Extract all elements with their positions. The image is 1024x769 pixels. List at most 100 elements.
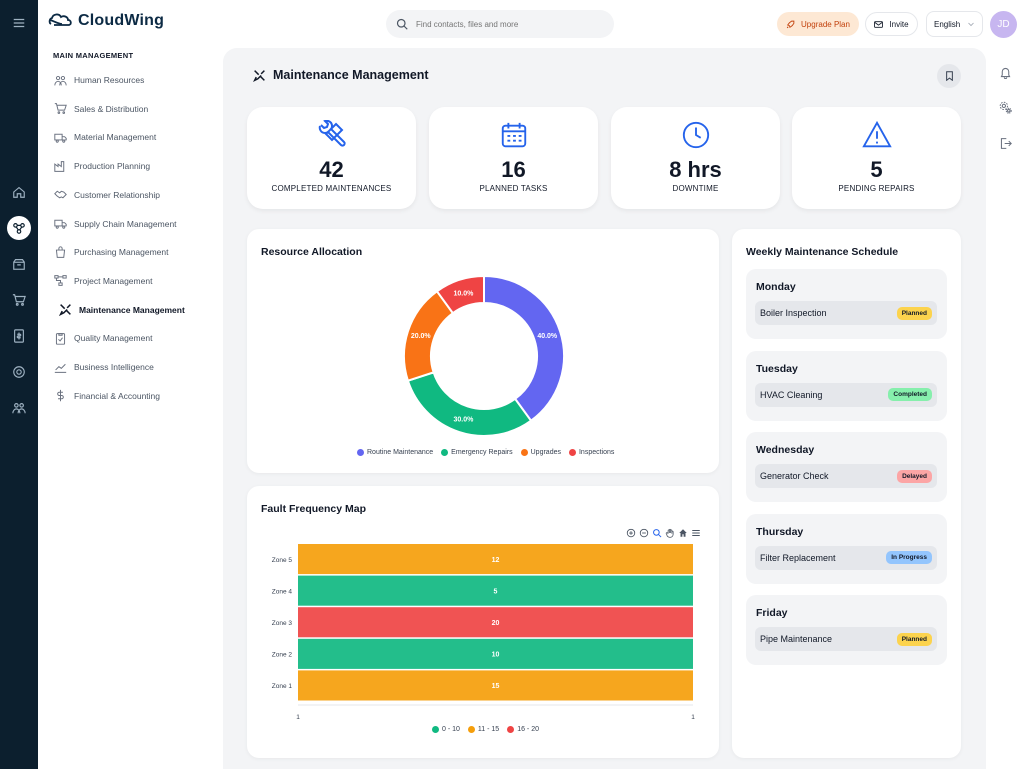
sidebar-item-material-management[interactable]: Material Management [54, 129, 156, 145]
stat-label: PLANNED TASKS [479, 184, 548, 193]
stat-card-pending: 5 PENDING REPAIRS [792, 107, 961, 209]
schedule-day-name: Friday [756, 607, 788, 619]
language-select[interactable]: English [926, 11, 983, 37]
donut-slice-inspections[interactable] [435, 274, 485, 315]
sidebar-item-business-intelligence[interactable]: Business Intelligence [54, 359, 154, 375]
legend-label: 11 - 15 [477, 726, 500, 733]
heatmap-cell-zone-4[interactable] [298, 575, 693, 606]
legend-item[interactable]: 16 - 20 [507, 726, 539, 733]
trend-icon [54, 363, 67, 373]
sidebar-item-purchasing-management[interactable]: Purchasing Management [54, 244, 169, 260]
logout-icon[interactable] [997, 135, 1013, 151]
pan-hand-icon[interactable] [665, 528, 675, 538]
legend-label: Emergency Repairs [451, 449, 513, 456]
zoom-in-icon[interactable] [626, 528, 636, 538]
schedule-task-row[interactable]: Boiler Inspection Planned [755, 301, 937, 325]
legend-label: Routine Maintenance [367, 449, 434, 456]
legend-item[interactable]: Inspections [568, 449, 614, 456]
page-title-text: Maintenance Management [273, 68, 429, 82]
schedule-day-monday: Monday Boiler Inspection Planned [746, 269, 947, 339]
upgrade-plan-button[interactable]: Upgrade Plan [777, 12, 859, 36]
donut-slice-emergency-repairs[interactable] [406, 371, 533, 437]
schedule-task-row[interactable]: Pipe Maintenance Planned [755, 627, 937, 651]
search-bar[interactable] [386, 10, 614, 38]
reset-home-icon[interactable] [678, 528, 688, 538]
sidebar-item-label: Human Resources [74, 75, 145, 85]
cart-icon[interactable] [7, 288, 31, 312]
home-icon[interactable] [7, 180, 31, 204]
stat-card-completed: 42 COMPLETED MAINTENANCES [247, 107, 416, 209]
sidebar-item-customer-relationship[interactable]: Customer Relationship [54, 187, 160, 203]
invite-button[interactable]: Invite [865, 12, 918, 36]
heatmap-value-label: 5 [494, 588, 498, 595]
schedule-task-name: Pipe Maintenance [760, 634, 833, 644]
sidebar-item-label: Customer Relationship [74, 189, 160, 200]
legend-item[interactable]: 0 - 10 [432, 726, 460, 733]
team-icon[interactable] [7, 396, 31, 420]
sidebar-item-label: Sales & Distribution [74, 103, 149, 114]
sidebar-item-production-planning[interactable]: Production Planning [54, 158, 150, 174]
search-icon [396, 18, 408, 30]
menu-icon[interactable] [7, 11, 31, 35]
sidebar-item-human-resources[interactable]: Human Resources [54, 72, 144, 88]
schedule-task-name: Filter Replacement [760, 552, 836, 563]
sidebar-item-project-management[interactable]: Project Management [54, 273, 152, 289]
factory-icon [54, 160, 65, 172]
schedule-task-row[interactable]: HVAC Cleaning Completed [755, 382, 937, 407]
heatmap-cell-zone-1[interactable] [298, 670, 693, 701]
donut-data-label: 10.0% [454, 290, 475, 297]
heatmap-cell-zone-3[interactable] [298, 607, 693, 638]
legend-item[interactable]: Routine Maintenance [357, 449, 433, 456]
stat-label: PENDING REPAIRS [838, 184, 915, 193]
status-badge: In Progress [886, 551, 932, 564]
heatmap-cell-zone-5[interactable] [298, 544, 693, 575]
donut-data-label: 30.0% [454, 417, 475, 424]
search-input[interactable] [416, 19, 596, 29]
status-badge: Planned [896, 306, 932, 320]
legend-item[interactable]: Emergency Repairs [441, 449, 513, 456]
page-title: Maintenance Management [253, 68, 429, 82]
avatar[interactable]: JD [990, 11, 1017, 38]
invoice-icon[interactable] [7, 324, 31, 348]
modules-icon[interactable] [7, 216, 31, 240]
brand-logo[interactable]: CloudWing [48, 12, 164, 30]
clipboard-check-icon [55, 332, 66, 345]
app-rail [0, 0, 38, 769]
rocket-icon [786, 20, 795, 28]
heatmap-value-label: 15 [492, 683, 500, 690]
sidebar-section-title: MAIN MANAGEMENT [53, 51, 134, 60]
sidebar-item-quality-management[interactable]: Quality Management [54, 330, 152, 346]
hamburger-menu-icon[interactable] [691, 528, 701, 538]
sidebar-item-maintenance-management[interactable]: Maintenance Management [59, 302, 185, 318]
x-tick-label: 1 [691, 714, 695, 721]
support-icon[interactable] [7, 360, 31, 384]
sidebar-item-sales-distribution[interactable]: Sales & Distribution [54, 101, 148, 117]
schedule-task-row[interactable]: Generator Check Delayed [755, 464, 937, 488]
zoom-out-icon[interactable] [639, 528, 649, 538]
x-tick-label: 1 [296, 714, 300, 721]
donut-slice-routine-maintenance[interactable] [483, 274, 565, 423]
mail-icon [874, 20, 884, 28]
magnifier-icon[interactable] [652, 528, 662, 538]
inventory-icon[interactable] [7, 252, 31, 276]
legend-item[interactable]: Upgrades [520, 449, 561, 456]
legend-swatch [507, 726, 515, 733]
heatmap-cell-zone-2[interactable] [298, 638, 693, 669]
schedule-task-row[interactable]: Filter Replacement In Progress [755, 545, 937, 570]
tools-icon [253, 69, 265, 82]
stat-value: 16 [501, 157, 526, 182]
legend-swatch [568, 449, 576, 456]
legend-item[interactable]: 11 - 15 [467, 726, 500, 733]
heatmap-row-label: Zone 3 [272, 620, 293, 627]
bookmark-button[interactable] [937, 64, 961, 88]
brand-name: CloudWing [78, 12, 165, 29]
sidebar-item-supply-chain-management[interactable]: Supply Chain Management [54, 216, 177, 232]
sidebar-item-financial-accounting[interactable]: Financial & Accounting [54, 388, 160, 404]
schedule-day-thursday: Thursday Filter Replacement In Progress [746, 513, 947, 584]
settings-gear-icon[interactable] [997, 99, 1013, 115]
card-title: Fault Frequency Map [261, 503, 367, 515]
truck-icon [54, 133, 67, 143]
bag-icon [55, 246, 66, 258]
bookmark-icon [945, 71, 953, 81]
notification-bell-icon[interactable] [997, 64, 1013, 80]
